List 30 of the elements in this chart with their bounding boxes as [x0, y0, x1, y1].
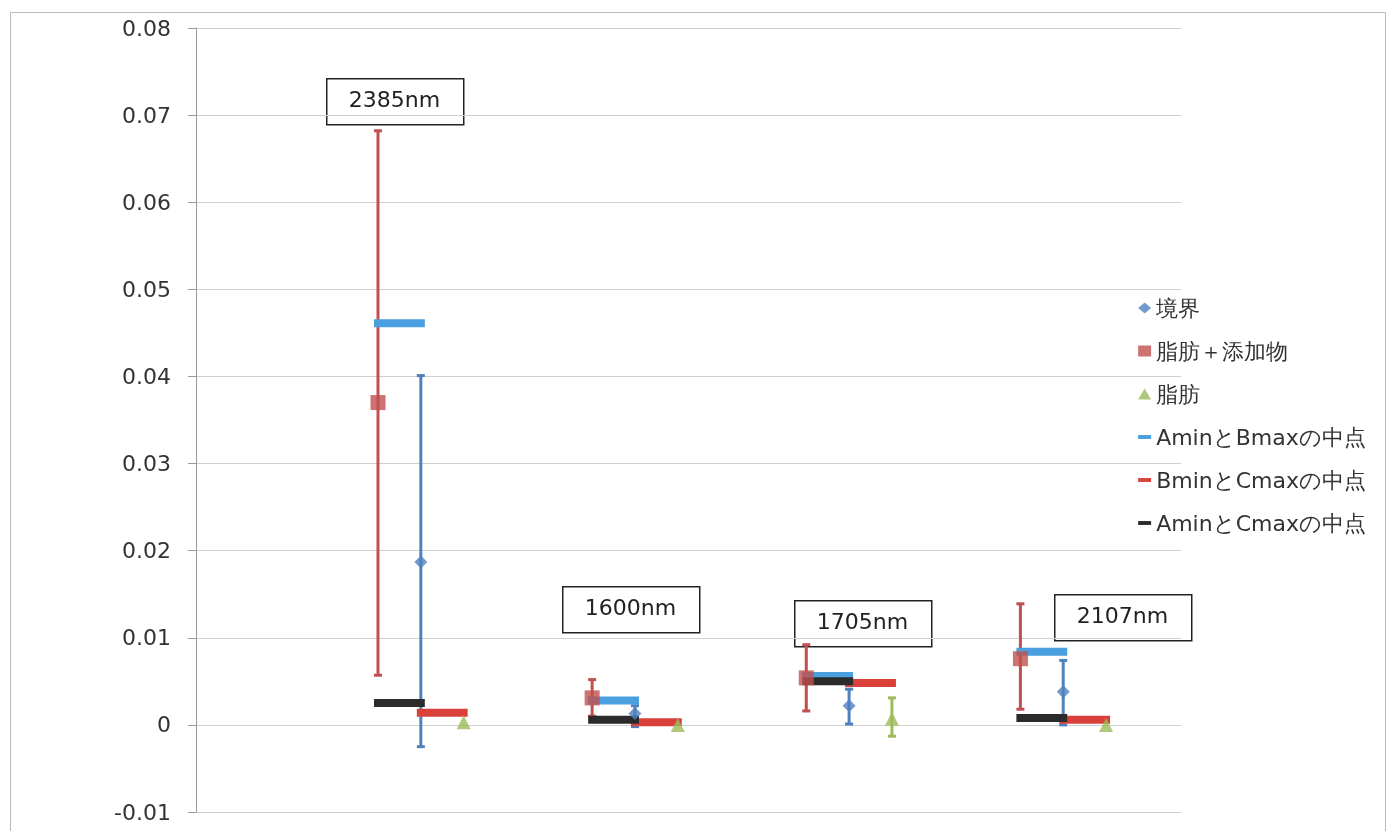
- point: [670, 717, 685, 732]
- y-tick-label: 0.07: [122, 102, 171, 128]
- annotation: 2107nm: [1076, 603, 1169, 629]
- point: [842, 699, 856, 713]
- point: [414, 555, 428, 569]
- point: [584, 690, 600, 706]
- annotation: 2385nm: [348, 87, 441, 113]
- legend-label: 境界: [1155, 295, 1201, 321]
- point: [456, 715, 471, 730]
- point: [1012, 651, 1028, 667]
- legend-label: 脂肪＋添加物: [1156, 338, 1289, 364]
- point: [1056, 685, 1070, 699]
- y-tick-label: 0.03: [122, 451, 171, 477]
- y-tick-label: 0.08: [122, 15, 171, 41]
- legend-label: AminとBmaxの中点: [1156, 424, 1366, 450]
- y-tick-label: 0.06: [122, 189, 171, 215]
- y-tick-label: 0.01: [122, 625, 171, 651]
- legend-label: 脂肪: [1156, 381, 1201, 407]
- point: [1099, 717, 1114, 732]
- annotation: 1600nm: [584, 595, 677, 621]
- y-tick-label: 0.02: [122, 538, 171, 564]
- y-tick-label: 0.05: [122, 276, 171, 302]
- legend-label: BminとCmaxの中点: [1156, 467, 1366, 493]
- legend-label: AminとCmaxの中点: [1156, 510, 1366, 536]
- y-tick-label: -0.01: [114, 799, 171, 825]
- y-tick-label: 0: [157, 712, 171, 738]
- annotation: 1705nm: [816, 609, 909, 635]
- y-tick-label: 0.04: [122, 363, 171, 389]
- point: [370, 395, 386, 411]
- point: [798, 670, 814, 686]
